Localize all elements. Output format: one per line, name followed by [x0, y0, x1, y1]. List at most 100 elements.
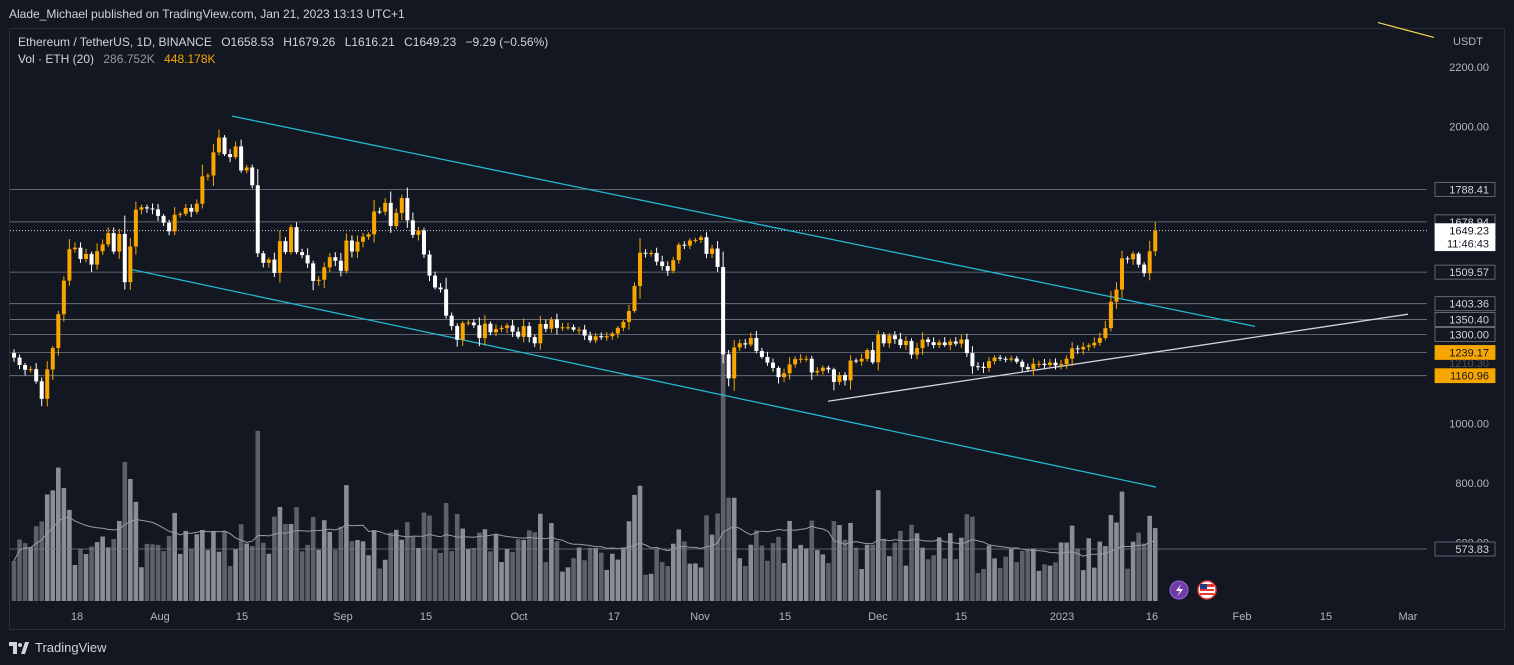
- candle-body: [84, 253, 89, 259]
- volume-label[interactable]: Vol · ETH (20): [18, 52, 95, 66]
- price-label-text: 1210.30: [1449, 358, 1489, 370]
- volume-bar: [139, 567, 144, 601]
- flag-stripe-icon: [1200, 593, 1214, 595]
- candle-body: [283, 241, 288, 253]
- volume-bar: [848, 522, 853, 601]
- high-value: 1679.26: [291, 35, 336, 49]
- candle-body: [898, 339, 903, 346]
- candle-body: [89, 253, 94, 265]
- volume-bar: [11, 560, 17, 601]
- volume-bar: [576, 547, 582, 601]
- close-value: 1649.23: [412, 35, 457, 49]
- candle-body: [721, 266, 726, 355]
- volume-bar: [643, 574, 648, 601]
- candle-body: [560, 327, 565, 329]
- candle-body: [726, 354, 731, 379]
- candle-body: [615, 327, 620, 334]
- candle-body: [189, 207, 194, 212]
- volume-bar: [366, 555, 371, 601]
- symbol-label[interactable]: Ethereum / TetherUS, 1D, BINANCE: [18, 35, 212, 49]
- volume-bar: [986, 545, 992, 601]
- volume-bar: [83, 554, 89, 601]
- candle-body: [710, 248, 715, 254]
- price-chart[interactable]: USDT2200.002000.00800.00600.001000.00178…: [0, 0, 1514, 636]
- candle-body: [793, 359, 798, 365]
- time-tick-label: Mar: [1399, 611, 1418, 623]
- candle-body: [593, 336, 598, 341]
- candle-body: [394, 212, 399, 226]
- candle-body: [405, 198, 410, 221]
- candle-body: [311, 263, 316, 281]
- publisher-info: Alade_Michael published on TradingView.c…: [9, 7, 405, 21]
- volume-bar: [1108, 515, 1114, 601]
- candle-body: [338, 260, 343, 271]
- volume-bar: [194, 534, 200, 601]
- candle-body: [1025, 367, 1030, 370]
- candle-body: [161, 215, 166, 223]
- candle-body: [665, 266, 670, 271]
- candle-body: [566, 327, 570, 329]
- candle-body: [1136, 253, 1141, 265]
- candle-body: [23, 364, 28, 370]
- candle-body: [698, 237, 703, 240]
- volume-bar: [936, 537, 942, 601]
- candle-body: [626, 310, 631, 322]
- candle-body: [892, 335, 897, 340]
- price-label-text: 1509.57: [1449, 267, 1489, 279]
- volume-ma-value: 286.752K: [103, 52, 155, 66]
- volume-bar: [554, 541, 560, 601]
- volume-bar: [355, 539, 360, 601]
- volume-bar: [1092, 567, 1097, 601]
- time-tick-label: 2023: [1050, 611, 1074, 623]
- volume-bar: [670, 543, 676, 601]
- volume-bar: [621, 547, 626, 601]
- tradingview-brand[interactable]: TradingView: [9, 640, 107, 655]
- candle-body: [56, 314, 61, 349]
- candle-body: [887, 335, 892, 344]
- volume-bar: [294, 507, 299, 601]
- candle-body: [333, 257, 338, 261]
- candle-body: [72, 247, 77, 250]
- volume-bar: [914, 533, 920, 601]
- price-label-box: [1434, 181, 1496, 197]
- candle-body: [150, 208, 155, 210]
- volume-bar: [1014, 562, 1020, 601]
- volume-bar: [471, 547, 477, 601]
- candle-body: [964, 339, 969, 354]
- candle-body: [505, 325, 510, 328]
- volume-bar: [249, 546, 255, 601]
- candle-body: [366, 234, 371, 237]
- candle-body: [1031, 363, 1036, 370]
- candle-body: [859, 358, 864, 362]
- tradingview-logo-icon: [9, 641, 29, 654]
- candle-body: [316, 279, 321, 281]
- volume-bar: [116, 520, 122, 601]
- candle-body: [78, 247, 83, 259]
- volume-bar: [560, 571, 565, 601]
- volume-bar: [305, 544, 310, 601]
- candle-body: [621, 321, 626, 328]
- volume-bar: [94, 542, 100, 601]
- volume-bar: [432, 549, 438, 601]
- volume-bar: [33, 526, 39, 601]
- volume-bar: [853, 547, 859, 601]
- candle-body: [770, 362, 775, 368]
- candle-body: [349, 240, 354, 252]
- volume-bar: [50, 490, 56, 601]
- volume-bar: [864, 544, 870, 601]
- candle-body: [172, 214, 177, 232]
- volume-bar: [981, 568, 986, 601]
- candle-body: [604, 336, 609, 338]
- volume-bar: [172, 512, 177, 601]
- candle-body: [106, 233, 111, 245]
- candle-body: [1070, 348, 1075, 359]
- volume-bar: [704, 515, 709, 601]
- price-label-text: 573.83: [1455, 544, 1489, 556]
- candle-body: [643, 252, 648, 254]
- candle-body: [915, 348, 920, 355]
- candle-body: [100, 244, 105, 252]
- price-tick-label: 2000.00: [1449, 122, 1489, 134]
- volume-bar: [1080, 570, 1086, 601]
- volume-bar: [604, 569, 610, 601]
- candle-body: [322, 267, 327, 280]
